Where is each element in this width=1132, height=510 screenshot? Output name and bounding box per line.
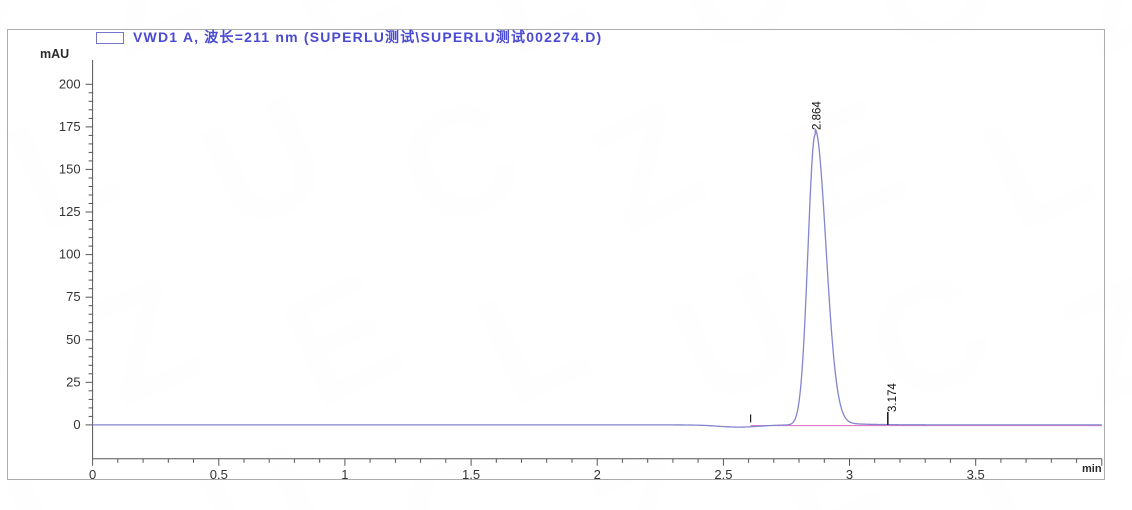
svg-text:0: 0 [73, 417, 80, 432]
svg-text:125: 125 [59, 204, 81, 219]
svg-text:C: C [842, 0, 1017, 89]
svg-text:L: L [957, 68, 1116, 265]
svg-text:150: 150 [59, 161, 81, 176]
svg-text:U: U [647, 0, 822, 89]
svg-text:Z: Z [567, 68, 726, 265]
svg-text:E: E [762, 64, 929, 264]
svg-text:C: C [0, 0, 42, 89]
svg-text:3.174: 3.174 [887, 383, 899, 412]
svg-text:175: 175 [59, 119, 81, 134]
svg-text:Z: Z [567, 418, 726, 510]
svg-text:0.5: 0.5 [210, 467, 228, 482]
svg-text:C: C [842, 235, 1017, 439]
svg-text:100: 100 [59, 247, 81, 262]
svg-text:Z: Z [62, 243, 221, 440]
svg-text:1: 1 [341, 467, 348, 482]
svg-text:U: U [647, 235, 822, 439]
svg-text:C: C [372, 60, 547, 264]
svg-text:L: L [957, 418, 1116, 510]
svg-text:L: L [452, 243, 611, 440]
svg-text:U: U [177, 60, 352, 264]
svg-text:0: 0 [89, 467, 96, 482]
svg-text:50: 50 [66, 332, 80, 347]
svg-text:Z: Z [1037, 0, 1132, 89]
svg-text:200: 200 [59, 76, 81, 91]
svg-text:25: 25 [66, 374, 80, 389]
svg-text:2.864: 2.864 [812, 101, 824, 130]
svg-text:3.5: 3.5 [967, 467, 985, 482]
svg-text:E: E [257, 239, 424, 439]
svg-text:75: 75 [66, 289, 80, 304]
svg-text:Z: Z [62, 0, 221, 89]
svg-text:2.5: 2.5 [714, 467, 732, 482]
svg-text:E: E [762, 414, 929, 510]
svg-text:Z: Z [1037, 243, 1132, 440]
svg-text:3: 3 [846, 467, 853, 482]
svg-text:2: 2 [594, 467, 601, 482]
svg-text:1.5: 1.5 [462, 467, 480, 482]
svg-text:L: L [0, 418, 141, 510]
svg-text:C: C [0, 235, 42, 439]
